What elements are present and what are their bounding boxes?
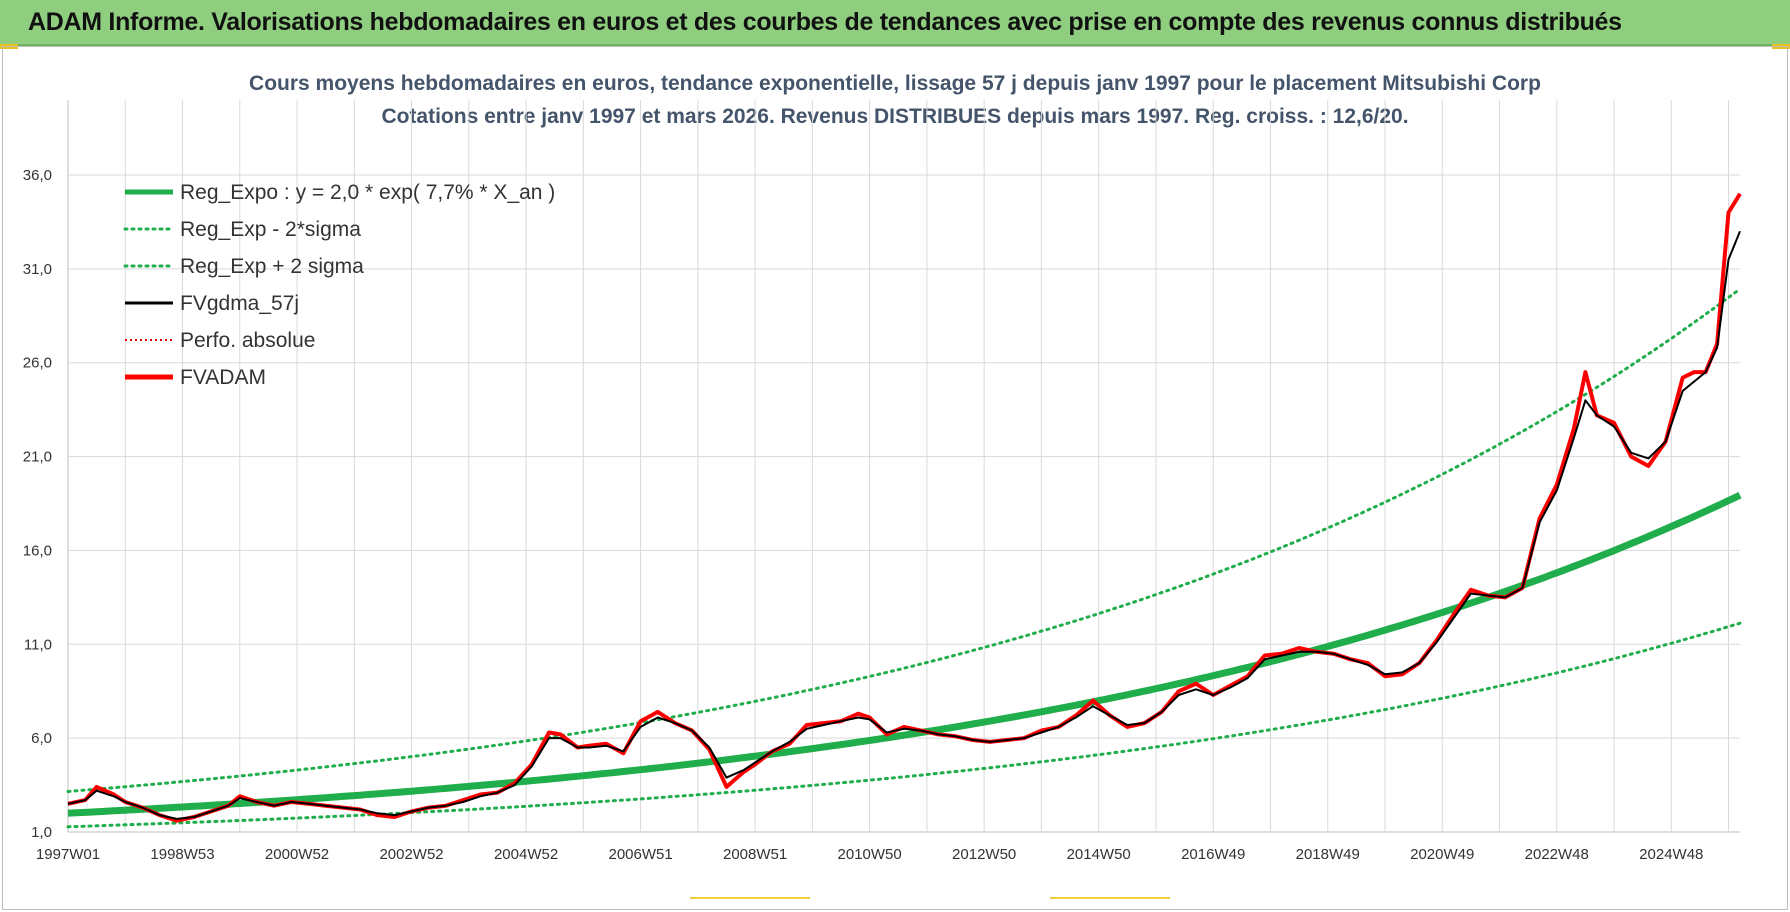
legend-label-high: Reg_Exp + 2 sigma [180, 255, 364, 278]
x-tick-label: 2018W49 [1296, 846, 1360, 863]
chart-frame [2, 46, 1788, 910]
x-tick-label: 2020W49 [1410, 846, 1474, 863]
y-tick-label: 31,0 [23, 261, 52, 278]
scroll-marker-right [1050, 897, 1170, 899]
reg-exp-plus-2-sigma-line [66, 287, 1742, 793]
y-tick-label: 26,0 [23, 355, 52, 372]
y-tick-label: 1,0 [31, 824, 52, 841]
legend-label-reg: Reg_Expo : y = 2,0 * exp( 7,7% * X_an ) [180, 181, 555, 204]
y-tick-label: 11,0 [24, 636, 52, 653]
perfo-absolue-line [67, 193, 1741, 822]
x-tick-label: 2016W49 [1181, 846, 1245, 863]
x-tick-label: 2010W50 [838, 846, 902, 863]
reg-expo-line [67, 491, 1742, 817]
x-tick-label: 2006W51 [608, 846, 672, 863]
report-banner: ADAM Informe. Valorisations hebdomadaire… [0, 0, 1790, 46]
x-tick-label: 2014W50 [1067, 846, 1131, 863]
y-tick-label: 6,0 [31, 730, 52, 747]
fvgdma-57j-line [67, 230, 1741, 820]
y-tick-label: 36,0 [23, 167, 52, 184]
x-tick-label: 1998W53 [150, 846, 214, 863]
x-tick-label: 2004W52 [494, 846, 558, 863]
legend-label-fvadam: FVADAM [180, 366, 266, 389]
chart-subtitle: Cotations entre janv 1997 et mars 2026. … [381, 105, 1409, 128]
report-title: ADAM Informe. Valorisations hebdomadaire… [28, 8, 1622, 36]
x-tick-label: 1997W01 [36, 846, 100, 863]
chart-title: Cours moyens hebdomadaires en euros, ten… [249, 72, 1541, 95]
y-tick-label: 16,0 [23, 542, 52, 559]
x-tick-label: 2000W52 [265, 846, 329, 863]
reg-exp-minus-2-sigma-line [66, 621, 1742, 829]
y-tick-label: 21,0 [23, 449, 52, 466]
legend-label-gdma: FVgdma_57j [180, 292, 299, 315]
x-tick-label: 2012W50 [952, 846, 1016, 863]
x-tick-label: 2008W51 [723, 846, 787, 863]
legend-label-low: Reg_Exp - 2*sigma [180, 218, 361, 241]
x-tick-label: 2024W48 [1639, 846, 1703, 863]
x-tick-label: 2002W52 [379, 846, 443, 863]
scroll-marker-left [690, 897, 810, 899]
x-tick-label: 2022W48 [1525, 846, 1589, 863]
legend-label-perfo: Perfo. absolue [180, 329, 315, 352]
